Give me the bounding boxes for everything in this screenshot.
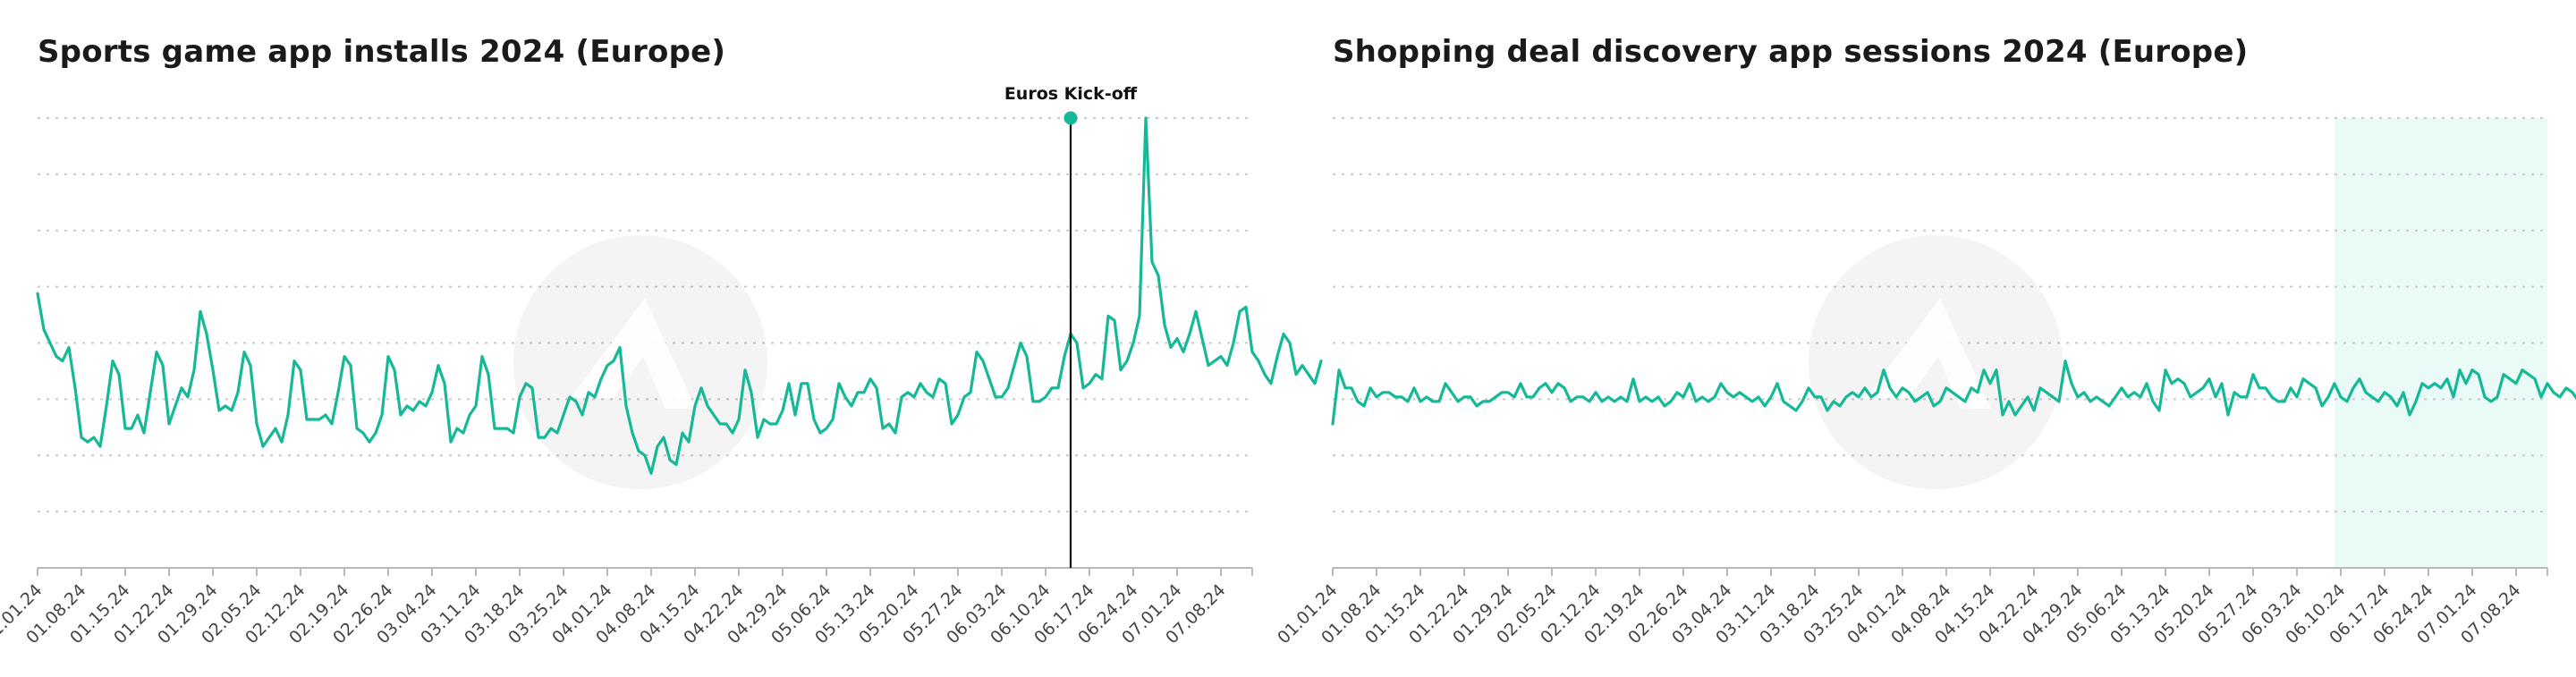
series-line bbox=[1331, 360, 2576, 426]
watermark-glyph bbox=[1866, 298, 1991, 409]
annotation-marker bbox=[1063, 111, 1078, 125]
chart-title-shopping-sessions: Shopping deal discovery app sessions 202… bbox=[1333, 34, 2249, 70]
watermark-logo bbox=[1809, 235, 2063, 489]
annotation-label: Euros Kick-off bbox=[1004, 84, 1138, 104]
watermark-glyph bbox=[571, 298, 696, 409]
series-line bbox=[36, 116, 1323, 476]
chart-1: 01.01.2401.08.2401.15.2401.22.2401.29.24… bbox=[0, 84, 1323, 647]
chart-title-sports-installs: Sports game app installs 2024 (Europe) bbox=[38, 34, 726, 70]
highlight-band bbox=[2334, 118, 2547, 568]
watermark-logo bbox=[513, 235, 767, 489]
chart-2: 01.01.2401.08.2401.15.2401.22.2401.29.24… bbox=[1274, 117, 2576, 647]
